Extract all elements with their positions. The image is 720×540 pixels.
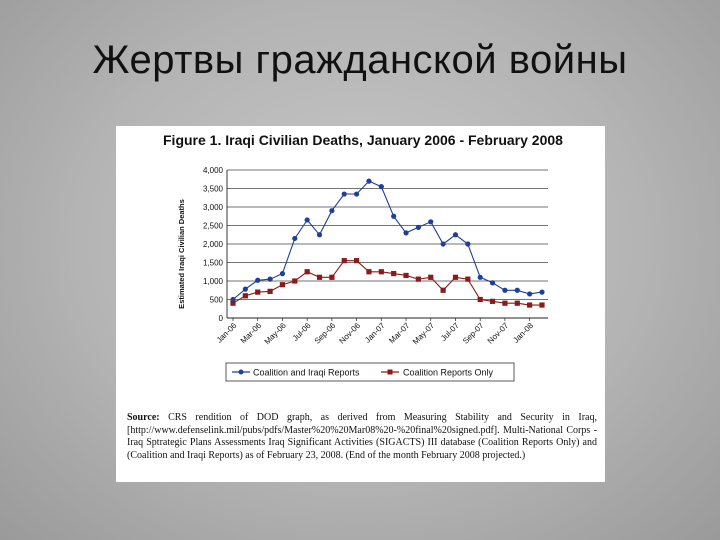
series-2-point xyxy=(329,274,335,280)
series-1-point xyxy=(539,289,545,295)
series-2-point xyxy=(452,274,459,280)
series-1-point xyxy=(391,213,397,219)
x-tick-label: Jul-06 xyxy=(291,321,313,343)
series-1-point xyxy=(489,280,496,286)
series-2-point xyxy=(292,278,298,284)
series-1-point xyxy=(242,286,248,292)
source-note: Source: CRS rendition of DOD graph, as d… xyxy=(127,412,597,462)
legend-marker-series-2 xyxy=(387,369,393,375)
series-1-point xyxy=(292,235,298,242)
series-2-point xyxy=(502,300,508,306)
y-tick-label: 0 xyxy=(219,314,224,323)
series-2-point xyxy=(477,296,483,303)
legend-label-series-2: Coalition Reports Only xyxy=(403,368,494,378)
x-tick-label: Jan-07 xyxy=(363,321,387,345)
series-2-point xyxy=(465,276,471,282)
series-1-point xyxy=(465,241,471,247)
series-1-point xyxy=(502,287,508,293)
series-2-point xyxy=(267,288,273,294)
series-2-point xyxy=(230,300,236,306)
series-2-point xyxy=(242,293,248,299)
x-tick-label: May-06 xyxy=(263,321,289,347)
series-1-point xyxy=(341,191,347,197)
y-axis-label: Estimated Iraqi Civilian Deaths xyxy=(177,199,186,309)
y-tick-label: 1,000 xyxy=(203,277,224,286)
series-1-point xyxy=(329,208,335,214)
x-tick-label: Sep-06 xyxy=(313,321,338,346)
series-1-point xyxy=(255,277,261,283)
series-2-point xyxy=(539,302,545,308)
series-2-point xyxy=(440,287,446,293)
gridlines xyxy=(226,169,548,319)
line-chart: 4,0003,5003,0002,5002,0001,5001,0005000 … xyxy=(177,166,548,382)
series-1-point xyxy=(279,271,286,277)
x-tick-label: Nov-07 xyxy=(486,321,511,346)
x-tick-labels: Jan-06 Mar-06 May-06 Jul-06 Sep-06 Nov-06 Jan-… xyxy=(215,318,535,347)
series-1-point xyxy=(378,184,384,190)
y-tick-label: 500 xyxy=(210,296,224,305)
series-2-line xyxy=(232,260,542,306)
y-tick-label: 4,000 xyxy=(203,166,224,175)
series-2-point xyxy=(514,300,520,306)
series-2-point xyxy=(316,274,323,280)
series-1-point xyxy=(354,191,360,197)
series-2-point xyxy=(354,258,360,264)
series-1-line xyxy=(232,180,543,300)
figure-panel: Figure 1. Iraqi Civilian Deaths, January… xyxy=(116,126,605,482)
series-1-point xyxy=(267,276,273,282)
x-tick-label: Nov-06 xyxy=(337,321,362,346)
series-2-point xyxy=(403,272,409,279)
series-1-point xyxy=(452,232,459,238)
source-label: Source: xyxy=(127,412,160,423)
legend-marker-series-1 xyxy=(238,369,244,375)
series-1-point xyxy=(514,287,520,293)
series-1-point xyxy=(527,291,533,297)
legend-label-series-1: Coalition and Iraqi Reports xyxy=(253,368,360,378)
series-1-point xyxy=(304,217,310,223)
series-2-point xyxy=(378,269,384,275)
x-tick-label: Sep-07 xyxy=(461,321,486,346)
chart-title: Figure 1. Iraqi Civilian Deaths, January… xyxy=(163,132,563,148)
x-tick-label: Mar-06 xyxy=(239,321,264,346)
y-tick-label: 2,000 xyxy=(203,240,224,249)
x-tick-label: Jan-08 xyxy=(511,321,535,345)
legend: Coalition and Iraqi Reports Coalition Re… xyxy=(225,362,515,382)
series-1-point xyxy=(316,232,323,238)
series-1-point xyxy=(403,230,409,236)
x-tick-label: Jul-07 xyxy=(439,321,461,343)
x-tick-label: Jan-06 xyxy=(215,321,239,345)
x-tick-label: May-07 xyxy=(411,321,437,347)
series-1-point xyxy=(366,178,372,184)
y-tick-label: 2,500 xyxy=(203,222,224,231)
y-tick-labels: 4,000 3,500 3,000 2,500 2,000 1,500 1,000 500 0 xyxy=(203,166,224,323)
x-tick-label: Mar-07 xyxy=(387,321,412,346)
series-2-point xyxy=(527,302,533,308)
series-2-point xyxy=(366,269,372,275)
y-tick-label: 1,500 xyxy=(203,259,224,268)
series-1-point xyxy=(477,274,483,280)
series-1-point xyxy=(415,224,421,230)
series-1-point xyxy=(428,219,434,225)
series-2-point xyxy=(489,298,496,304)
y-tick-label: 3,000 xyxy=(203,203,224,212)
series-2-point xyxy=(341,258,347,264)
series-2-point xyxy=(415,276,421,282)
series-2-point xyxy=(279,282,286,288)
series-2-point xyxy=(428,274,434,280)
series-lines xyxy=(230,178,545,308)
source-text: CRS rendition of DOD graph, as derived f… xyxy=(127,412,597,461)
slide-title: Жертвы гражданской войны xyxy=(92,38,628,82)
series-2-point xyxy=(391,271,397,277)
series-2-point xyxy=(255,289,261,295)
legend-box xyxy=(225,362,515,382)
series-2-point xyxy=(304,269,310,275)
y-tick-label: 3,500 xyxy=(203,185,224,194)
series-1-point xyxy=(440,241,446,247)
